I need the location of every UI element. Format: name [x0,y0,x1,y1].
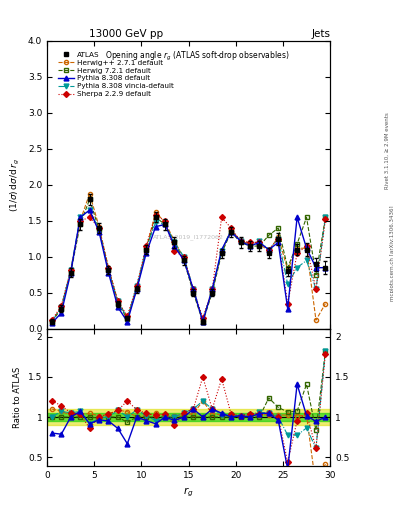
Bar [47,413,330,421]
Legend: ATLAS, Herwig++ 2.7.1 default, Herwig 7.2.1 default, Pythia 8.308 default, Pythi: ATLAS, Herwig++ 2.7.1 default, Herwig 7.… [57,50,175,99]
Text: Jets: Jets [311,29,330,39]
Text: mcplots.cern.ch [arXiv:1306.3436]: mcplots.cern.ch [arXiv:1306.3436] [390,206,393,301]
X-axis label: $r_g$: $r_g$ [184,485,194,499]
Text: Rivet 3.1.10, ≥ 2.9M events: Rivet 3.1.10, ≥ 2.9M events [385,112,389,189]
Text: Opening angle $r_g$ (ATLAS soft-drop observables): Opening angle $r_g$ (ATLAS soft-drop obs… [105,50,289,62]
Text: 13000 GeV pp: 13000 GeV pp [89,29,163,39]
Text: ATLAS_2019_I1772062: ATLAS_2019_I1772062 [153,234,224,240]
Bar [47,409,330,425]
Y-axis label: Ratio to ATLAS: Ratio to ATLAS [13,367,22,428]
Y-axis label: $(1/\sigma)\,{\rm d}\sigma/{\rm d}\,r_g$: $(1/\sigma)\,{\rm d}\sigma/{\rm d}\,r_g$ [9,158,22,212]
